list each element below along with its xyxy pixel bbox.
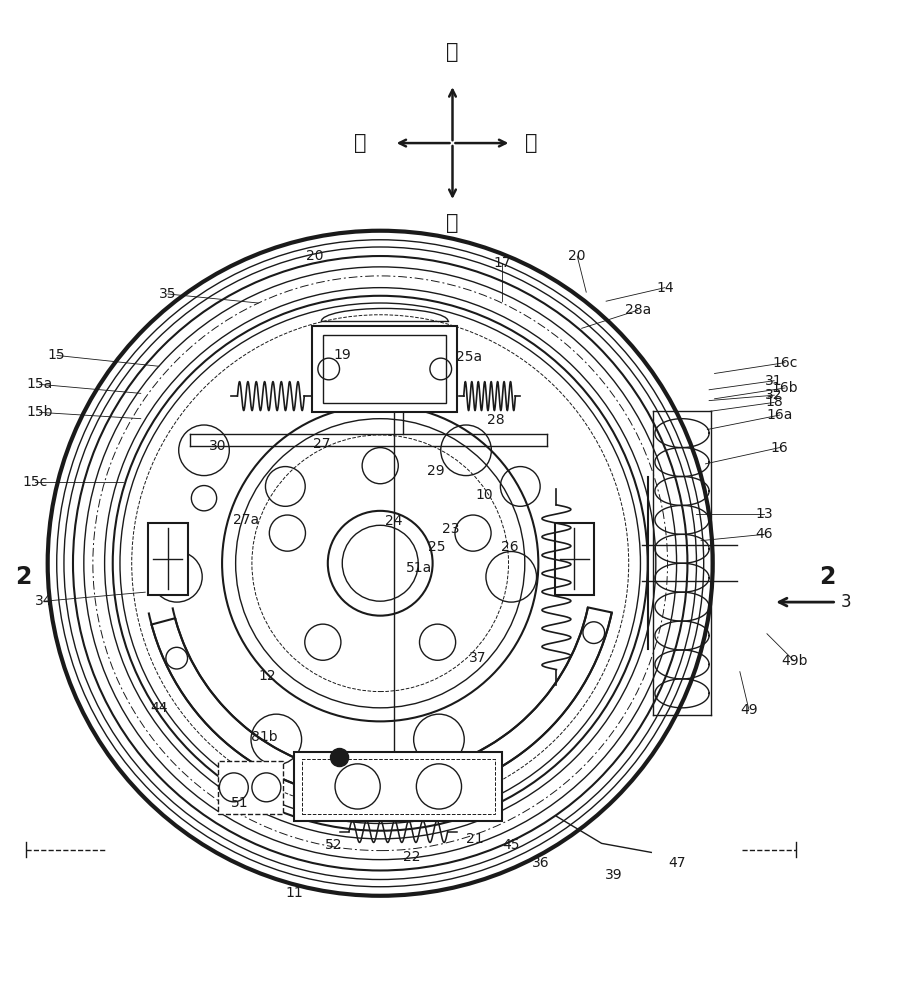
Bar xyxy=(294,752,502,821)
Text: 上: 上 xyxy=(446,42,459,62)
Text: 35: 35 xyxy=(159,287,176,301)
Bar xyxy=(323,335,446,403)
Bar xyxy=(301,759,495,814)
Text: 19: 19 xyxy=(333,348,351,362)
Text: 28a: 28a xyxy=(624,303,651,317)
Text: 26: 26 xyxy=(500,540,519,554)
Text: 28: 28 xyxy=(487,413,505,427)
Text: 15a: 15a xyxy=(26,377,52,391)
Text: 36: 36 xyxy=(532,856,550,870)
Text: 52: 52 xyxy=(325,838,342,852)
Text: 32: 32 xyxy=(766,388,783,402)
Text: 2: 2 xyxy=(819,565,835,589)
Text: 31: 31 xyxy=(766,374,783,388)
Text: 49: 49 xyxy=(740,703,757,717)
Text: 10: 10 xyxy=(475,488,493,502)
Text: 45: 45 xyxy=(502,838,520,852)
Text: 34: 34 xyxy=(35,594,52,608)
Text: 20: 20 xyxy=(568,249,586,263)
Bar xyxy=(148,523,187,595)
Bar xyxy=(312,326,457,412)
Text: 3: 3 xyxy=(840,593,851,611)
Text: 25a: 25a xyxy=(456,350,481,364)
Text: 29: 29 xyxy=(427,464,445,478)
Text: 18: 18 xyxy=(766,395,783,409)
Bar xyxy=(555,523,595,595)
Text: 23: 23 xyxy=(442,522,460,536)
Text: 51a: 51a xyxy=(406,561,433,575)
Text: 16: 16 xyxy=(771,441,788,455)
Text: 14: 14 xyxy=(656,281,673,295)
Text: 11: 11 xyxy=(285,886,303,900)
Text: 81b: 81b xyxy=(252,730,278,744)
Text: 16c: 16c xyxy=(772,356,797,370)
Text: 20: 20 xyxy=(307,249,324,263)
Text: 47: 47 xyxy=(668,856,685,870)
Text: 30: 30 xyxy=(209,439,226,453)
Text: 16a: 16a xyxy=(767,408,793,422)
Text: 25: 25 xyxy=(428,540,446,554)
Text: 17: 17 xyxy=(493,256,511,270)
Text: 13: 13 xyxy=(756,507,773,521)
Text: 51: 51 xyxy=(232,796,249,810)
Text: 后: 后 xyxy=(525,133,538,153)
Text: 49b: 49b xyxy=(781,654,807,668)
Text: 下: 下 xyxy=(446,213,459,233)
Text: 12: 12 xyxy=(259,669,276,683)
Text: 46: 46 xyxy=(756,527,773,541)
Text: 15: 15 xyxy=(48,348,65,362)
Circle shape xyxy=(330,748,348,767)
Text: 15b: 15b xyxy=(26,405,52,419)
Bar xyxy=(217,761,282,814)
Text: 27: 27 xyxy=(313,437,330,451)
Text: 21: 21 xyxy=(466,832,484,846)
Text: 37: 37 xyxy=(469,651,487,665)
Text: 24: 24 xyxy=(385,514,403,528)
Text: 16b: 16b xyxy=(772,381,798,395)
Text: 27a: 27a xyxy=(233,513,260,527)
Text: 2: 2 xyxy=(15,565,32,589)
Text: 39: 39 xyxy=(605,868,622,882)
Text: 15c: 15c xyxy=(23,475,48,489)
Text: 前: 前 xyxy=(354,133,367,153)
Text: 22: 22 xyxy=(403,850,421,864)
Text: 44: 44 xyxy=(150,701,167,715)
